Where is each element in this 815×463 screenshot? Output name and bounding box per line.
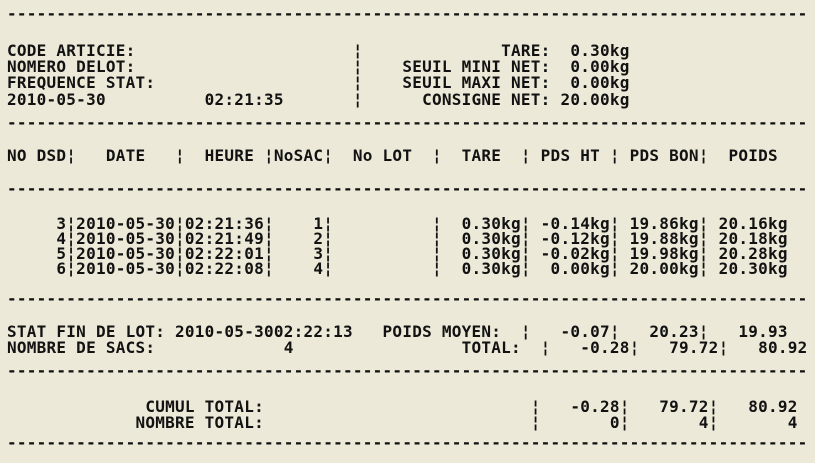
separator-after-stat: ----------------------------------------… [7,361,808,380]
separator-top: ----------------------------------------… [7,4,808,23]
separator-after-rows: ----------------------------------------… [7,289,808,308]
info-line-date-time: 2010-05-30 02:21:35 ¦ CONSIGNE NET: 20.0… [7,90,630,109]
table-row: 3¦2010-05-30¦02:21:36¦ 1¦ ¦ 0.30kg¦ -0.1… [7,214,788,233]
cumul-line-nombre: NOMBRE TOTAL: ¦ 0¦ 4¦ 4 [7,413,798,432]
info-line-frequence-stat: FREQUENCE STAT: ¦ SEUIL MAXI NET: 0.00kg [7,73,630,92]
separator-bottom: ----------------------------------------… [7,433,808,452]
table-row: 4¦2010-05-30¦02:21:49¦ 2¦ ¦ 0.30kg¦ -0.1… [7,229,788,248]
stat-line-nombre-sacs: NOMBRE DE SACS: 4 TOTAL: ¦ -0.28¦ 79.72¦… [7,338,808,357]
stat-line-fin-de-lot: STAT FIN DE LOT: 2010-05-3002:22:13 POID… [7,322,788,341]
table-row: 5¦2010-05-30¦02:22:01¦ 3¦ ¦ 0.30kg¦ -0.0… [7,244,788,263]
table-row: 6¦2010-05-30¦02:22:08¦ 4¦ ¦ 0.30kg¦ 0.00… [7,259,788,278]
info-line-numero-lot: NOMERO DELOT: ¦ SEUIL MINI NET: 0.00kg [7,57,630,76]
cumul-line-total: CUMUL TOTAL: ¦ -0.28¦ 79.72¦ 80.92 [7,397,798,416]
table-header-row: NO DSD¦ DATE ¦ HEURE ¦NoSAC¦ No LOT ¦ TA… [7,146,778,165]
info-line-code-article: CODE ARTICIE: ¦ TARE: 0.30kg [7,41,630,60]
separator-after-header: ----------------------------------------… [7,179,808,198]
separator-after-info: ----------------------------------------… [7,113,808,132]
